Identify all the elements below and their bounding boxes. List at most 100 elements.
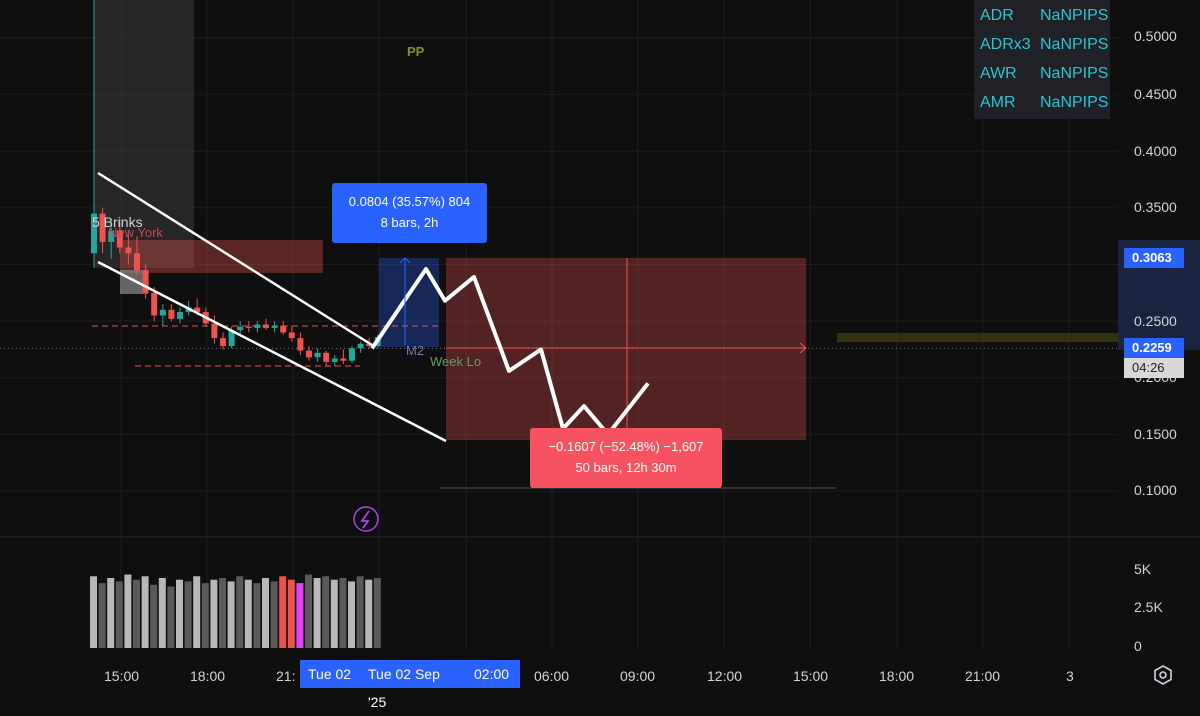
volume-bar [373, 577, 381, 648]
volume-bar [262, 577, 269, 648]
candle-body [177, 312, 183, 319]
volume-tick: 5K [1134, 561, 1152, 577]
table-cell-name: AWR [980, 65, 1017, 82]
candle-body [151, 292, 158, 316]
volume-bar [296, 583, 304, 648]
candle-body [263, 324, 269, 328]
volume-bar [305, 574, 312, 648]
price-tick: 0.1000 [1134, 482, 1177, 498]
time-tick: 06:00 [534, 668, 570, 684]
volume-bar [253, 583, 261, 648]
last-price-tag: 0.2259 [1124, 338, 1184, 358]
volume-bar [270, 581, 278, 648]
candle-body [271, 325, 278, 328]
volume-bar [98, 583, 106, 648]
volume-bar [158, 577, 166, 648]
volume-bar [184, 581, 192, 648]
volume-bar [107, 577, 115, 648]
volume-bar [244, 579, 252, 648]
candle-body [228, 330, 235, 347]
candle-body [331, 358, 338, 362]
range-table: ADR NaNPIPS ADRx3 NaNPIPS AWR NaNPIPS AM… [974, 0, 1110, 119]
price-chart[interactable] [0, 0, 1200, 699]
week-low-label: Week Lo [430, 354, 482, 369]
table-cell-value: NaNPIPS [1040, 7, 1109, 24]
volume-bar [193, 576, 201, 648]
candle-body [116, 230, 123, 248]
volume-bar [124, 574, 132, 648]
candle-body [357, 343, 364, 349]
measure-line: 50 bars, 12h 30m [575, 460, 677, 475]
volume-bar [365, 579, 373, 648]
price-tick: 0.4500 [1134, 86, 1177, 102]
volume-bar [330, 579, 338, 648]
price-tick: 0.2500 [1134, 313, 1177, 329]
candle-body [99, 213, 106, 242]
brinks-label: 5 Brinks [92, 214, 143, 230]
table-row: ADR NaNPIPS [974, 1, 1110, 30]
time-tick: 21: [276, 668, 296, 684]
short-arrow-head [799, 342, 807, 354]
volume-bar [227, 581, 235, 648]
candle-body [349, 348, 355, 361]
table-cell-name: ADR [980, 7, 1014, 24]
m2-label: M2 [406, 343, 425, 358]
long-target-zone [379, 258, 439, 347]
volume-series [90, 574, 381, 648]
volume-bar [348, 581, 355, 648]
volume-bar [201, 583, 209, 648]
volume-bar [210, 579, 218, 648]
time-tick: 09:00 [620, 668, 656, 684]
settings-icon[interactable] [1152, 664, 1174, 686]
table-row: ADRx3 NaNPIPS [974, 30, 1110, 59]
volume-bar [133, 579, 140, 648]
volume-bar [339, 577, 347, 648]
volume-tick: 0 [1134, 638, 1142, 654]
lower-trendline [97, 260, 447, 443]
volume-tick: 2.5K [1134, 599, 1163, 615]
volume-bar [236, 576, 244, 648]
time-tick: 15:00 [104, 668, 140, 684]
candle-body [168, 309, 175, 319]
volume-bar [287, 579, 295, 648]
candle-body [134, 253, 140, 271]
candle-body [237, 326, 244, 331]
table-cell-value: NaNPIPS [1040, 94, 1109, 111]
candle-body [280, 325, 287, 333]
table-cell-name: ADRx3 [980, 36, 1031, 53]
time-tick: 18:00 [879, 668, 915, 684]
trend-drawings [97, 171, 807, 532]
long-measure-label[interactable]: 0.0804 (35.57%) 804 8 bars, 2h [332, 183, 487, 243]
candle-body [254, 324, 261, 328]
time-tick: 18:00 [190, 668, 226, 684]
price-tick: 0.4000 [1134, 143, 1177, 159]
lightning-icon [360, 510, 370, 529]
table-cell-value: NaNPIPS [1040, 65, 1109, 82]
candle-body [366, 343, 373, 347]
candle-body [194, 307, 201, 313]
supply-zone [120, 240, 323, 273]
table-row: AMR NaNPIPS [974, 88, 1110, 117]
candle-body [211, 323, 218, 339]
measure-line: 0.0804 (35.57%) 804 [348, 194, 471, 209]
price-tick: 0.1500 [1134, 426, 1177, 442]
pivot-band [837, 333, 1118, 342]
table-cell-value: NaNPIPS [1040, 36, 1109, 53]
crosshair-date-tag: Tue 02 Sep '25 [360, 660, 466, 710]
projection-path [370, 267, 650, 437]
candle-body [91, 213, 97, 254]
short-measure-label[interactable]: −0.1607 (−52.48%) −1,607 50 bars, 12h 30… [530, 428, 722, 488]
volume-bar [313, 577, 321, 648]
time-tick: 3 [1066, 668, 1074, 684]
time-tick: 21:00 [965, 668, 1001, 684]
drawing-zones [92, 0, 1118, 489]
volume-bar [356, 576, 364, 648]
volume-bar [141, 576, 149, 648]
time-tick-highlight: Tue 02 [300, 660, 360, 688]
candle-body [340, 358, 347, 361]
volume-bar [322, 576, 330, 648]
measure-line: 8 bars, 2h [380, 215, 439, 230]
volume-bar [90, 576, 97, 648]
volume-bar [167, 586, 175, 648]
candle-body [125, 247, 132, 254]
